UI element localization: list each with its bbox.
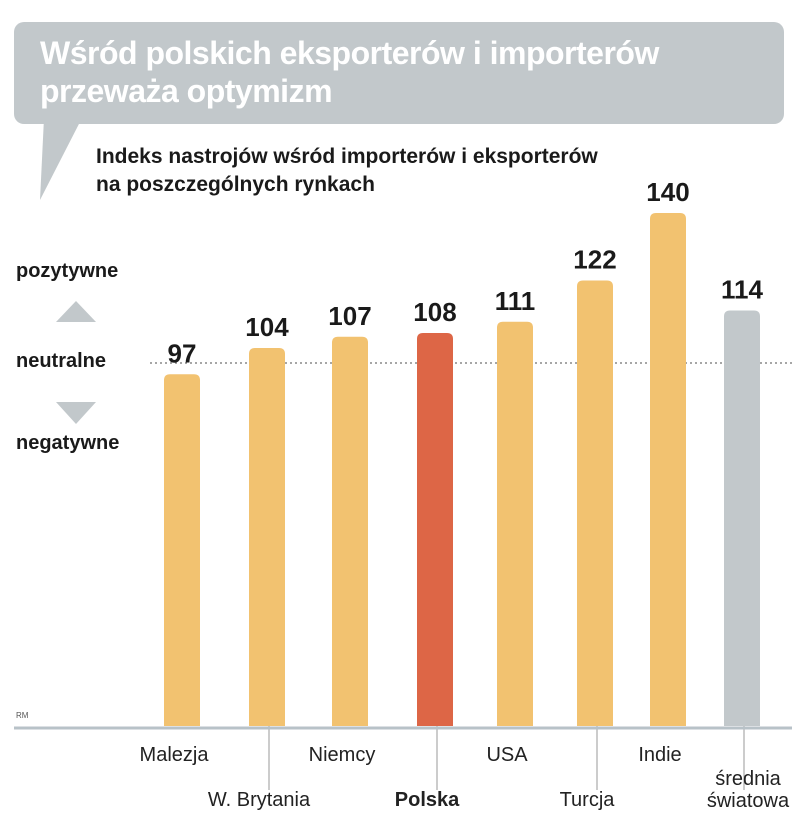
data-label: 108 [413,297,456,327]
category-label: Indie [638,744,682,766]
bar [417,333,453,726]
category-label: średnia światowa [706,768,790,812]
category-label: Turcja [559,789,615,811]
positive-label: pozytywne [16,260,119,282]
data-label: 122 [573,245,616,275]
category-label: Niemcy [308,744,376,766]
data-label: 111 [495,286,536,316]
category-label: USA [486,744,528,766]
data-label: 104 [245,312,289,342]
bar [332,336,368,726]
negative-label: negatywne [16,432,120,454]
down-arrow-icon [56,402,96,424]
chart-subtitle: Indeks nastrojów wśród importerów i eksp… [96,143,598,199]
data-label: 114 [721,275,763,305]
category-label: W. Brytania [207,789,311,811]
data-label: 107 [328,301,371,331]
category-label: Polska [394,789,460,811]
title-bubble [14,22,784,124]
bar [249,348,285,726]
data-label: 97 [168,338,197,368]
subtitle-line2: na poszczególnych rynkach [96,173,375,196]
data-label: 140 [646,177,689,207]
bar [650,213,686,726]
bar [577,280,613,726]
category-label: Malezja [139,744,209,766]
bar [164,374,200,726]
subtitle-line1: Indeks nastrojów wśród importerów i eksp… [96,145,598,168]
title-text: Wśród polskich eksporterów i importerów … [40,35,659,109]
credit: RM [16,711,29,720]
bar [724,310,760,726]
up-arrow-icon [56,301,96,322]
chart-title: Wśród polskich eksporterów i importerów … [40,34,770,110]
neutral-label: neutralne [16,350,107,372]
bar [497,321,533,726]
